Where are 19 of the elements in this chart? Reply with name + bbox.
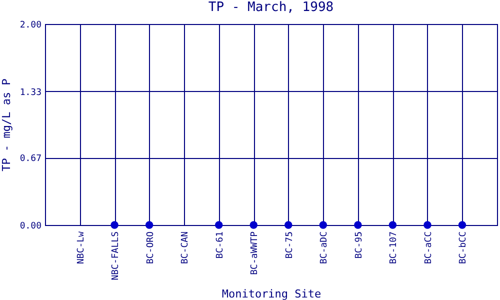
x-tick-label: BC-aDC <box>320 232 330 264</box>
chart-title: TP - March, 1998 <box>208 0 334 15</box>
x-tick-label: BC-bCC <box>458 232 469 264</box>
x-tick-label: BC-aWWTP <box>250 230 260 275</box>
x-axis-title: Monitoring Site <box>222 287 322 300</box>
x-tick-label: BC-107 <box>389 232 400 264</box>
y-tick-label: 0.67 <box>20 154 42 164</box>
x-tick-label: NBC-Lw <box>76 230 86 264</box>
x-tick-label: BC-aCC <box>424 232 434 264</box>
x-tick-label: BC-95 <box>354 232 364 259</box>
x-tick-label: BC-75 <box>284 232 295 259</box>
x-tick-label: BC-CAN <box>180 232 191 264</box>
x-tick-label: NBC-FALLS <box>111 232 122 280</box>
y-tick-label: 2.00 <box>20 20 42 30</box>
x-tick-label: BC-ORO <box>146 232 156 264</box>
y-axis-title: TP - mg/L as P <box>0 78 13 172</box>
y-tick-label: 1.33 <box>20 88 42 98</box>
x-tick-label: BC-61 <box>215 232 226 259</box>
y-tick-label: 0.00 <box>20 222 42 232</box>
